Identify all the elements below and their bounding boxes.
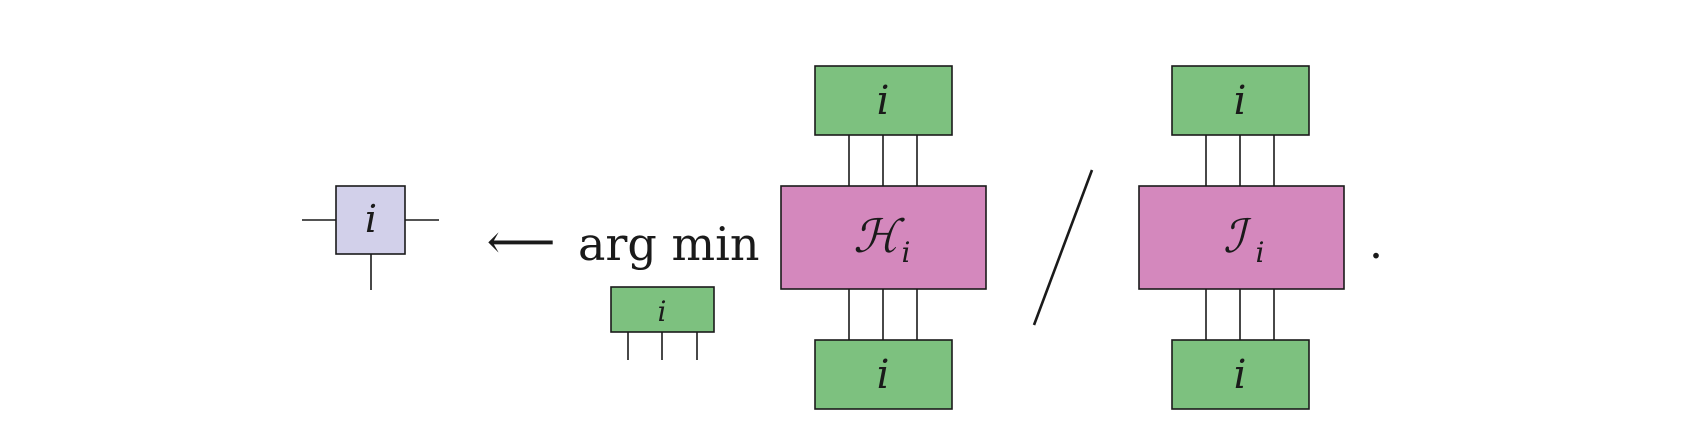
numerator-bra-label: i [877,78,890,124]
numerator-operator-subscript: i [902,236,911,269]
result-tensor: i [302,185,439,290]
argmin-subscript-box [610,286,715,333]
division-slash [1032,169,1094,326]
denominator-operator-subscript: i [1256,236,1265,269]
terminator-period: . [1369,218,1383,269]
denominator-ket-label: i [1234,352,1247,398]
numerator-operator-box [780,185,987,290]
argmin-operator: arg min [578,217,759,271]
numerator-network: i ℋ i i [780,65,987,410]
result-tensor-label: i [365,197,377,241]
denominator-ket-box [1171,339,1310,410]
numerator-ket-box [814,339,953,410]
argmin-subscript-label: i [658,295,667,328]
denominator-bra-box [1171,65,1310,136]
denominator-bra-label: i [1234,78,1247,124]
numerator-ket-label: i [877,352,890,398]
denominator-network: i ℐ i i [1138,65,1345,410]
denominator-operator-box [1138,185,1345,290]
numerator-bra-box [814,65,953,136]
argmin-subscript-tensor: i [610,286,715,360]
result-tensor-box [335,185,406,255]
long-left-arrow-icon: ⟵ [487,214,556,270]
numerator-operator-symbol: ℋ [853,209,905,263]
